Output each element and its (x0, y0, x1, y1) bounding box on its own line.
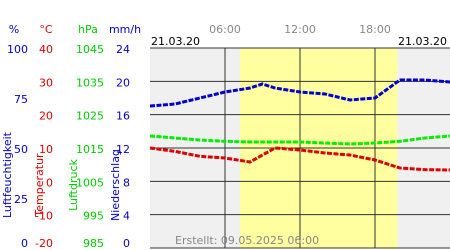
y-tick-label: 30 (39, 76, 53, 89)
y-tick-label: 12 (116, 143, 130, 156)
axis-title: Niederschlag (109, 149, 122, 221)
y-tick-label: 4 (123, 210, 130, 223)
axis-unit: hPa (78, 23, 98, 36)
series-line (149, 78, 450, 108)
y-tick-label: 985 (83, 237, 104, 250)
series-line (149, 134, 450, 146)
y-tick-label: 1015 (76, 143, 104, 156)
axis-unit: % (9, 23, 19, 36)
y-tick-label: 995 (83, 210, 104, 223)
y-tick-label: 0 (123, 237, 130, 250)
y-tick-label: 20 (116, 76, 130, 89)
axis-unit: mm/h (109, 23, 141, 36)
y-tick-label: 20 (39, 110, 53, 123)
y-tick-label: -10 (35, 210, 53, 223)
y-tick-label: 1035 (76, 76, 104, 89)
y-tick-label: 40 (39, 43, 53, 56)
y-tick-label: 0 (46, 176, 53, 189)
axis-title: Luftdruck (67, 158, 80, 210)
start-date: 21.03.20 (151, 35, 200, 48)
created-label: Erstellt: 09.05.2025 06:00 (175, 234, 319, 247)
y-tick-label: 1025 (76, 110, 104, 123)
y-tick-label: 100 (7, 43, 28, 56)
y-tick-label: 50 (14, 143, 28, 156)
y-tick-label: 1045 (76, 43, 104, 56)
y-tick-label: 24 (116, 43, 130, 56)
y-tick-label: 16 (116, 110, 130, 123)
y-tick-label: 8 (123, 176, 130, 189)
series-line (149, 146, 450, 172)
x-tick-label: 12:00 (284, 23, 316, 36)
x-tick-label: 18:00 (359, 23, 391, 36)
y-tick-label: 1005 (76, 176, 104, 189)
axis-unit: °C (39, 23, 53, 36)
y-tick-label: 25 (14, 193, 28, 206)
axis-title: Temperatur (33, 153, 46, 218)
axis-title: Luftfeuchtigkeit (1, 131, 14, 218)
y-tick-label: 0 (21, 237, 28, 250)
y-tick-label: 75 (14, 93, 28, 106)
x-tick-label: 06:00 (209, 23, 241, 36)
y-tick-label: 10 (39, 143, 53, 156)
end-date: 21.03.20 (398, 35, 447, 48)
y-tick-label: -20 (35, 237, 53, 250)
